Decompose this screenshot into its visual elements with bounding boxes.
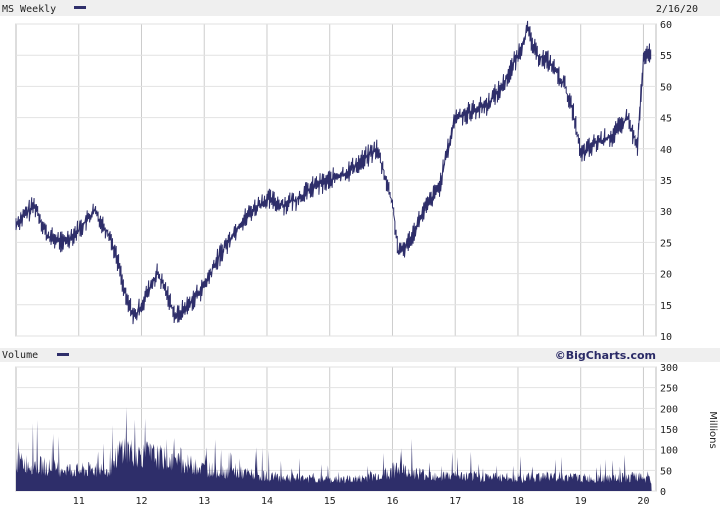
x-tick-label: 11: [73, 496, 85, 507]
x-tick-label: 14: [261, 496, 273, 507]
volume-bars: [16, 407, 652, 491]
price-chart-title: MS Weekly: [2, 4, 56, 15]
volume-y-tick-label: 0: [660, 487, 666, 498]
volume-y-tick-label: 200: [660, 404, 678, 415]
x-tick-label: 15: [324, 496, 336, 507]
x-tick-label: 19: [575, 496, 587, 507]
price-y-tick-label: 15: [660, 301, 672, 312]
source-credit: ©BigCharts.com: [555, 349, 656, 362]
x-tick-label: 12: [135, 496, 147, 507]
x-axis: 11 12 13 14 15 16 17 18 19 20: [73, 496, 650, 507]
volume-y-tick-label: 50: [660, 466, 672, 477]
volume-y-axis: 0 50 100 150 200 250 300: [660, 363, 678, 498]
x-tick-label: 16: [386, 496, 398, 507]
volume-axis-label: Millions: [707, 411, 718, 448]
price-y-tick-label: 60: [660, 20, 672, 31]
chart-date: 2/16/20: [656, 4, 698, 15]
price-grid: [16, 23, 656, 337]
price-y-tick-label: 30: [660, 207, 672, 218]
price-y-tick-label: 25: [660, 238, 672, 249]
price-y-tick-label: 10: [660, 332, 672, 343]
x-tick-label: 17: [449, 496, 461, 507]
price-y-tick-label: 50: [660, 82, 672, 93]
price-series-line: [15, 20, 652, 325]
volume-y-tick-label: 150: [660, 425, 678, 436]
price-y-axis: 10 15 20 25 30 35 40 45 50 55 60: [660, 20, 672, 343]
volume-y-tick-label: 100: [660, 446, 678, 457]
price-y-tick-label: 20: [660, 270, 672, 281]
price-y-tick-label: 35: [660, 176, 672, 187]
volume-header-bar: [0, 348, 720, 362]
volume-chart-title: Volume: [2, 350, 38, 361]
x-tick-label: 18: [512, 496, 524, 507]
x-tick-label: 13: [198, 496, 210, 507]
x-tick-label: 20: [637, 496, 649, 507]
volume-y-tick-label: 250: [660, 384, 678, 395]
price-y-tick-label: 55: [660, 51, 672, 62]
volume-legend-swatch: [57, 353, 69, 356]
price-legend-swatch: [74, 6, 86, 9]
price-y-tick-label: 40: [660, 145, 672, 156]
price-y-tick-label: 45: [660, 114, 672, 125]
volume-y-tick-label: 300: [660, 363, 678, 374]
price-header-bar: [0, 0, 720, 16]
volume-grid: [16, 366, 656, 492]
